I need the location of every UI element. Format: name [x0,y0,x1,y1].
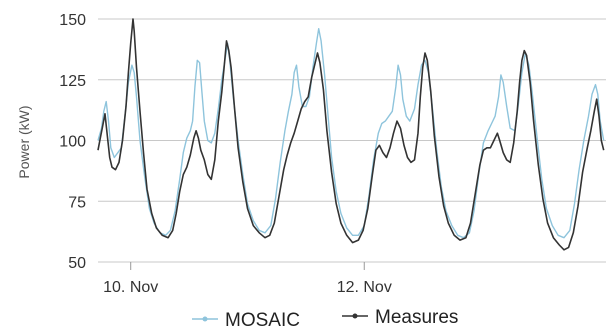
x-axis-ticks: 10. Nov 12. Nov [103,262,392,296]
y-tick-label-75: 75 [68,194,86,211]
y-tick-label-150: 150 [59,12,86,29]
x-tick-label-0: 10. Nov [103,279,158,296]
series-lines [97,18,605,251]
legend-label-measures: Measures [375,307,458,328]
y-tick-label-125: 125 [59,73,86,90]
legend-item-measures[interactable]: Measures [342,307,458,328]
x-tick-label-1: 12. Nov [337,279,392,296]
y-tick-label-100: 100 [59,134,86,151]
legend-marker-mosaic [202,316,208,322]
series-line-measures [97,18,605,251]
legend[interactable]: MOSAIC Measures [192,307,458,329]
y-axis-title: Power (kW) [16,105,32,178]
legend-label-mosaic: MOSAIC [225,310,300,329]
legend-marker-measures [352,313,358,319]
y-tick-label-50: 50 [68,255,86,272]
series-line-mosaic [97,28,605,239]
legend-item-mosaic[interactable]: MOSAIC [192,310,300,329]
y-axis-tick-labels: 50 75 100 125 150 [59,12,86,272]
